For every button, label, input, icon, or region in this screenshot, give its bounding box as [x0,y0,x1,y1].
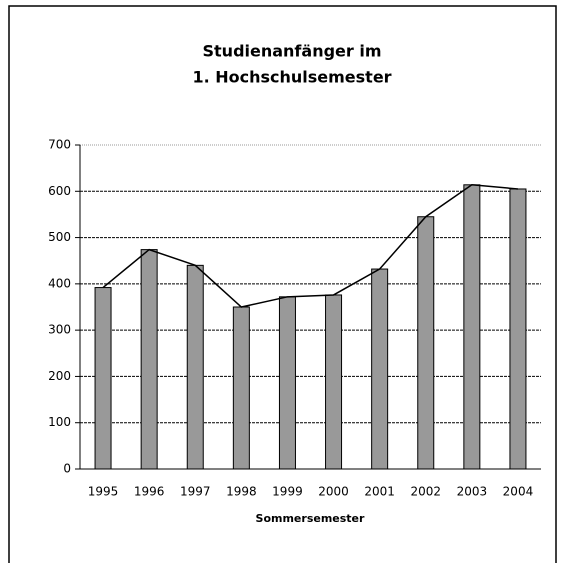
bar [232,306,250,470]
x-axis-label: Sommersemester [256,512,365,525]
bar [417,216,435,470]
frame [8,5,557,563]
x-tick-label: 2001 [364,485,395,499]
y-tick-label: 100 [48,415,71,429]
x-tick-label: 2002 [410,485,441,499]
bar [509,188,527,470]
y-tick-label: 0 [63,462,71,476]
bar [371,268,389,470]
bar [140,249,158,470]
x-tick-label: 1999 [272,485,303,499]
x-tick-label: 1998 [226,485,257,499]
chart-title: Studienanfänger im [203,42,382,61]
y-tick-label: 300 [48,323,71,337]
x-tick-label: 1997 [180,485,211,499]
bar [278,296,296,470]
chart-title: 1. Hochschulsemester [192,68,391,87]
y-tick-label: 700 [48,138,71,152]
x-tick-label: 1996 [134,485,165,499]
y-tick-label: 500 [48,230,71,244]
bar [325,294,343,470]
x-tick-label: 2004 [503,485,534,499]
bar [94,287,112,470]
bar [463,184,481,470]
x-tick-label: 1995 [88,485,119,499]
x-tick-label: 2000 [318,485,349,499]
bar [186,264,204,470]
line [102,184,519,308]
y-tick-label: 200 [48,369,71,383]
x-tick-label: 2003 [457,485,488,499]
y-tick-label: 600 [48,184,71,198]
y-tick-label: 400 [48,276,71,290]
